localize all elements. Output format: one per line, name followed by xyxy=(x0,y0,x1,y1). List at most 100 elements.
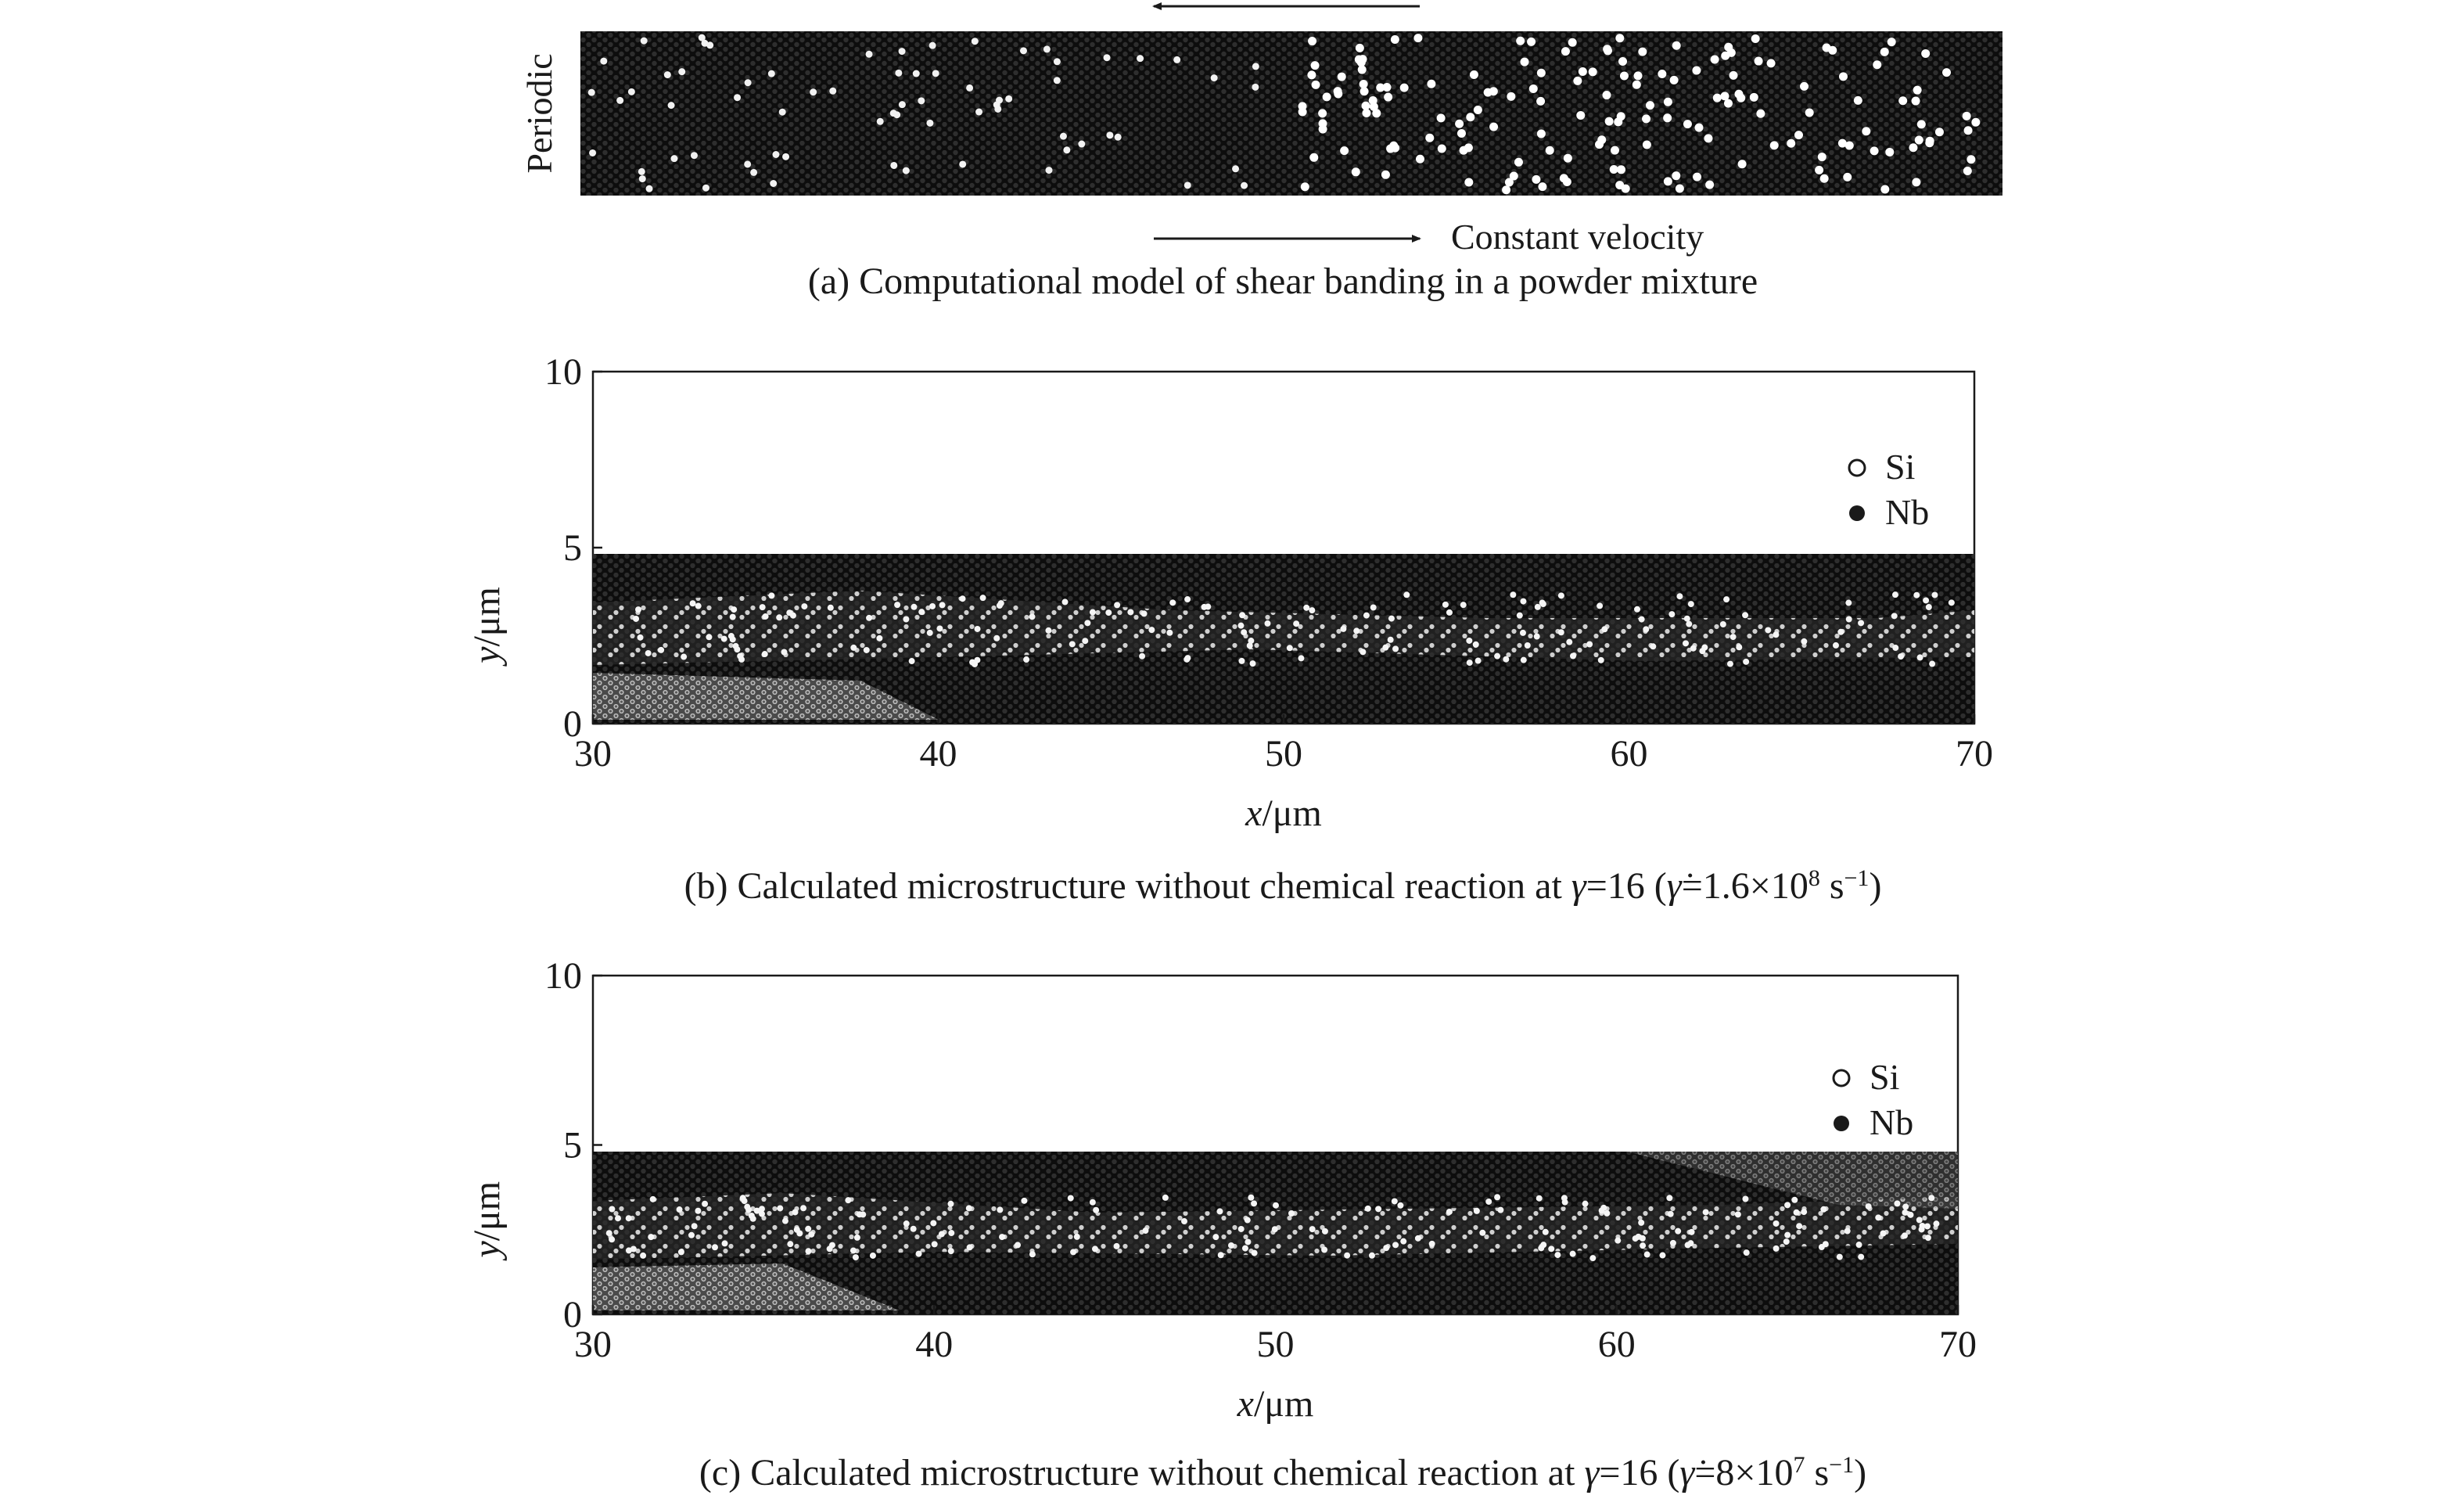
white-particle xyxy=(902,167,910,174)
white-particle xyxy=(734,94,742,102)
white-particle xyxy=(1489,87,1498,96)
si-particle xyxy=(1916,1217,1923,1224)
si-particle xyxy=(1264,620,1271,627)
si-particle xyxy=(938,1231,945,1238)
white-particle xyxy=(1173,56,1181,63)
si-particle xyxy=(1918,1226,1925,1233)
si-particle xyxy=(903,616,910,623)
white-particle xyxy=(966,84,974,92)
si-particle xyxy=(1791,1196,1798,1203)
si-particle xyxy=(792,1209,799,1216)
white-particle xyxy=(1615,34,1625,43)
si-particle xyxy=(749,1215,756,1222)
white-particle xyxy=(912,70,920,77)
white-particle xyxy=(1609,164,1618,174)
white-particle xyxy=(1232,165,1240,173)
si-particle xyxy=(1212,1234,1219,1241)
white-particle xyxy=(1437,144,1446,153)
x-tick-label: 60 xyxy=(1611,733,1648,775)
white-particle xyxy=(701,39,709,47)
white-particle xyxy=(1241,182,1248,189)
si-particle xyxy=(676,1206,683,1213)
si-particle xyxy=(1249,660,1256,667)
si-particle xyxy=(1472,641,1479,648)
si-particle xyxy=(1015,1242,1022,1249)
white-particle xyxy=(865,50,873,58)
caption-c: (c) Calculated microstructure without ch… xyxy=(699,1452,1866,1494)
si-particle xyxy=(903,1220,910,1227)
si-particle xyxy=(1632,1235,1639,1242)
white-particle xyxy=(1489,122,1499,131)
x-tick-label: 70 xyxy=(1956,733,1993,775)
si-particle xyxy=(1364,1205,1371,1212)
white-particle xyxy=(1298,102,1307,111)
white-particle xyxy=(767,70,775,77)
white-particle xyxy=(1351,167,1360,177)
si-particle xyxy=(1669,1239,1676,1246)
white-particle xyxy=(1588,67,1597,77)
si-particle xyxy=(1901,1232,1908,1239)
x-axis-label: x/μm xyxy=(1245,793,1322,834)
si-particle xyxy=(894,602,901,609)
si-particle xyxy=(1534,603,1541,610)
x-tick-label: 30 xyxy=(574,1324,612,1365)
si-particle xyxy=(1557,592,1564,599)
si-particle xyxy=(689,600,696,607)
white-particle xyxy=(1563,153,1572,163)
white-particle xyxy=(1766,59,1776,68)
white-particle xyxy=(1595,140,1604,149)
legend-nb-label: Nb xyxy=(1885,492,1929,532)
si-particle xyxy=(1029,613,1036,620)
white-particle xyxy=(1663,177,1672,186)
si-particle xyxy=(762,613,769,620)
white-particle xyxy=(1705,180,1715,189)
si-particle xyxy=(777,1205,784,1212)
si-particle xyxy=(695,602,702,609)
white-particle xyxy=(1576,110,1586,120)
white-particle xyxy=(1967,155,1976,164)
white-particle xyxy=(1311,80,1320,89)
si-particle xyxy=(1538,1245,1545,1252)
si-particle xyxy=(1880,1230,1887,1237)
white-particle xyxy=(1616,165,1625,174)
si-particle xyxy=(776,614,783,621)
si-particle xyxy=(1091,1245,1098,1253)
white-particle xyxy=(890,161,898,169)
si-particle xyxy=(1140,610,1148,617)
si-particle xyxy=(1520,656,1527,663)
white-particle xyxy=(1663,113,1672,123)
white-particle xyxy=(1898,96,1908,106)
white-particle xyxy=(1469,70,1478,80)
legend-si-label: Si xyxy=(1870,1057,1899,1097)
si-particle xyxy=(1070,1249,1077,1256)
white-particle xyxy=(600,57,608,65)
white-particle xyxy=(1019,47,1027,55)
si-particle xyxy=(1916,654,1923,661)
si-particle xyxy=(1582,1200,1589,1207)
si-particle xyxy=(1021,1197,1028,1204)
si-particle xyxy=(979,595,986,602)
white-particle xyxy=(1318,109,1327,118)
si-particle xyxy=(1742,1195,1749,1202)
si-particle xyxy=(849,1247,857,1254)
si-particle xyxy=(1702,1209,1709,1216)
white-particle xyxy=(778,108,786,116)
white-particle xyxy=(1415,154,1424,164)
white-particle xyxy=(1340,146,1349,156)
white-particle xyxy=(1693,172,1702,182)
white-particle xyxy=(1527,37,1536,46)
si-particle xyxy=(1400,1238,1407,1245)
si-particle xyxy=(1659,1252,1666,1259)
white-particle xyxy=(1520,57,1529,66)
si-particle xyxy=(1855,1242,1862,1249)
si-particle xyxy=(706,634,713,641)
si-particle xyxy=(1237,1225,1245,1232)
si-particle xyxy=(1542,1228,1549,1235)
white-particle xyxy=(1683,120,1692,129)
white-particle xyxy=(1704,134,1713,143)
white-particle xyxy=(1619,71,1629,81)
si-particle xyxy=(1166,629,1173,636)
si-particle xyxy=(1238,657,1245,664)
white-particle xyxy=(1455,119,1464,128)
si-particle xyxy=(1597,602,1604,609)
